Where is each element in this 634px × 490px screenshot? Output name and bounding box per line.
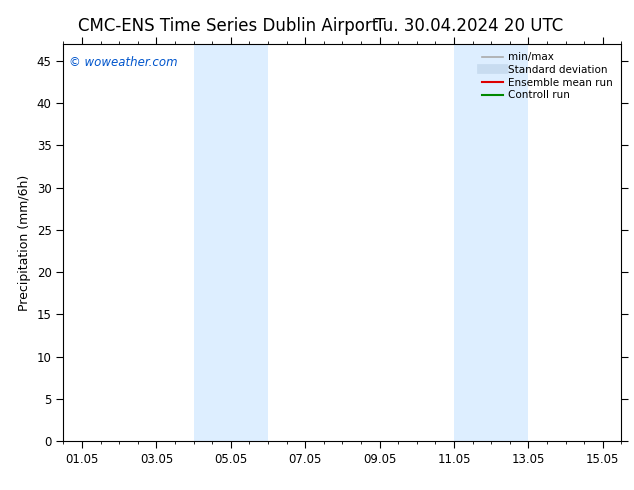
Bar (454, 44, 528, 441)
Bar (193, 44, 268, 441)
Text: Tu. 30.04.2024 20 UTC: Tu. 30.04.2024 20 UTC (375, 17, 563, 35)
Y-axis label: Precipitation (mm/6h): Precipitation (mm/6h) (18, 174, 31, 311)
Text: CMC-ENS Time Series Dublin Airport: CMC-ENS Time Series Dublin Airport (78, 17, 378, 35)
Text: © woweather.com: © woweather.com (69, 56, 178, 69)
Legend: min/max, Standard deviation, Ensemble mean run, Controll run: min/max, Standard deviation, Ensemble me… (479, 49, 616, 103)
